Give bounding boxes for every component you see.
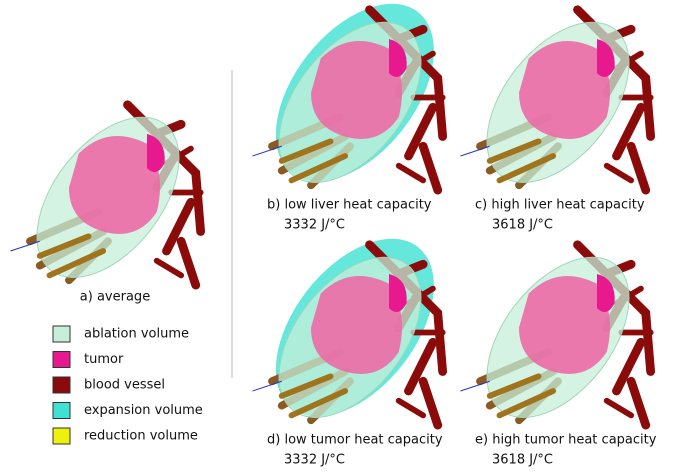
caption: c) high liver heat capacity	[475, 198, 645, 213]
rendering	[459, 231, 658, 443]
legend-label: tumor	[84, 352, 124, 367]
legend-label: expansion volume	[84, 403, 203, 418]
legend-label: reduction volume	[84, 429, 198, 444]
rendering	[244, 0, 465, 211]
legend-swatch	[52, 376, 71, 394]
caption-value: 3618 J/°C	[492, 453, 553, 468]
legend-swatch	[52, 325, 71, 343]
rendering	[9, 91, 208, 303]
caption: e) high tumor heat capacity	[475, 433, 657, 448]
legend-swatch	[52, 351, 71, 368]
rendering	[244, 210, 465, 446]
rendering	[459, 0, 658, 208]
legend-swatch	[52, 402, 71, 419]
caption: b) low liver heat capacity	[267, 198, 432, 213]
caption-value: 3332 J/°C	[284, 218, 345, 233]
caption: a) average	[80, 290, 150, 305]
caption-value: 3618 J/°C	[492, 218, 553, 233]
caption-value: 3332 J/°C	[284, 453, 345, 468]
legend-label: blood vessel	[84, 378, 165, 393]
legend-label: ablation volume	[84, 327, 189, 342]
caption: d) low tumor heat capacity	[267, 433, 443, 448]
legend-swatch	[52, 427, 71, 445]
